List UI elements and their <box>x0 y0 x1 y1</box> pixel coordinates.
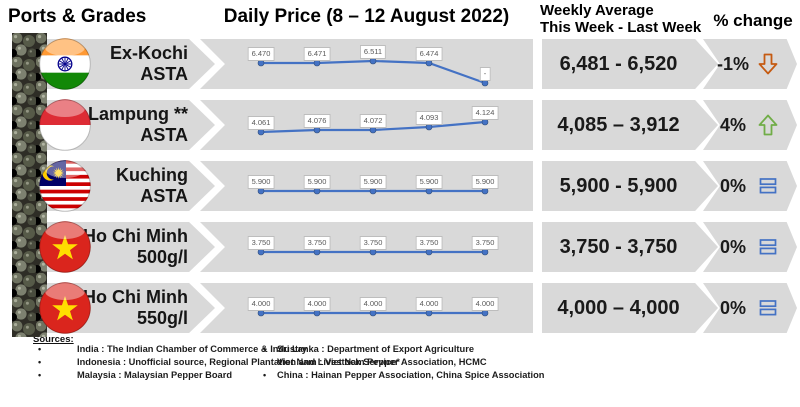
ports-grades-header: Ports & Grades <box>8 6 147 27</box>
daily-price-label: 4.076 <box>303 114 331 128</box>
trend-icon <box>757 114 779 136</box>
equal-icon <box>759 178 777 194</box>
daily-price-sparkline: 4.061 4.076 4.072 4.093 4.124 <box>200 100 533 150</box>
trend-icon <box>757 236 779 258</box>
weekly-average-band <box>542 100 718 150</box>
port-grade-label: Ho Chi Minh 500g/l <box>60 222 188 272</box>
daily-price-sparkline: 6.470 6.471 6.511 6.474 - <box>200 39 533 89</box>
malaysia-flag-icon <box>39 160 91 212</box>
daily-price-header: Daily Price (8 – 12 August 2022) <box>223 6 510 27</box>
trend-icon <box>757 175 779 197</box>
port-grade: ASTA <box>140 186 188 206</box>
source-item: Indonesia : Unofficial source, Regional … <box>77 357 400 367</box>
daily-price-sparkline: 5.900 5.900 5.900 5.900 5.900 <box>200 161 533 211</box>
daily-price-label: 4.000 <box>415 297 443 311</box>
india-flag-icon <box>39 38 91 90</box>
port-grade-label: Ho Chi Minh 550g/l <box>60 283 188 333</box>
pct-change-value: 0% <box>719 236 746 257</box>
source-bullet: • <box>263 344 267 354</box>
daily-price-label: 3.750 <box>415 236 443 250</box>
daily-price-label: 4.000 <box>359 297 387 311</box>
port-grade: ASTA <box>140 64 188 84</box>
trend-icon <box>757 53 779 75</box>
pct-change-value: -1% <box>716 53 749 74</box>
daily-price-label: 4.093 <box>415 111 443 125</box>
trend-icon <box>757 297 779 319</box>
port-name: Ho Chi Minh <box>83 287 188 307</box>
source-item: Malaysia : Malaysian Pepper Board <box>77 370 233 380</box>
vietnam-flag-icon <box>39 221 91 273</box>
daily-price-label: 6.470 <box>247 47 275 61</box>
source-bullet: • <box>38 370 42 380</box>
daily-price-label: 4.124 <box>471 106 499 120</box>
weekly-average-header-line1: Weekly Average <box>540 2 654 19</box>
port-grade-label: Lampung ** ASTA <box>60 100 188 150</box>
daily-price-label: 3.750 <box>471 236 499 250</box>
daily-price-label: 5.900 <box>415 175 443 189</box>
port-grade: 500g/l <box>136 247 188 267</box>
port-name: Ho Chi Minh <box>83 226 188 246</box>
pct-change-value: 0% <box>719 297 746 318</box>
daily-price-label: 6.471 <box>303 47 331 61</box>
daily-price-label: 4.072 <box>359 114 387 128</box>
daily-price-label: 6.511 <box>359 45 387 59</box>
port-grade: ASTA <box>140 125 188 145</box>
price-row: Ho Chi Minh 550g/l 4.000 4.000 4.000 4.000 4… <box>0 282 800 334</box>
weekly-average-band <box>542 222 718 272</box>
daily-price-label: 6.474 <box>415 47 443 61</box>
daily-price-label: 5.900 <box>303 175 331 189</box>
pct-change-value: 0% <box>719 175 746 196</box>
price-row: Ex-Kochi ASTA 6.470 6.471 6.511 6.474 - 6,48… <box>0 38 800 90</box>
weekly-average-header: Weekly Average This Week - Last Week <box>540 2 701 36</box>
port-name: Kuching <box>116 165 188 185</box>
pct-change-header: % change <box>713 11 793 30</box>
weekly-average-value: 6,481 - 6,520 <box>559 52 678 75</box>
equal-icon <box>759 239 777 255</box>
price-row: Lampung ** ASTA 4.061 4.076 4.072 4.093 4.12… <box>0 99 800 151</box>
sources-title: Sources: <box>33 334 74 345</box>
port-name: Ex-Kochi <box>109 43 188 63</box>
daily-price-label: 3.750 <box>359 236 387 250</box>
source-item: Sri Lanka : Department of Export Agricul… <box>277 344 474 354</box>
source-item: China : Hainan Pepper Association, China… <box>277 370 545 380</box>
weekly-average-value: 5,900 - 5,900 <box>559 174 678 197</box>
port-grade-label: Ex-Kochi ASTA <box>60 39 188 89</box>
daily-price-label: 3.750 <box>303 236 331 250</box>
daily-price-label: - <box>479 67 491 81</box>
daily-price-label: 4.061 <box>247 116 275 130</box>
port-grade-label: Kuching ASTA <box>60 161 188 211</box>
vietnam-flag-icon <box>39 282 91 334</box>
weekly-average-value: 4,085 – 3,912 <box>557 113 680 136</box>
price-row: Kuching ASTA 5.900 5.900 5.900 5.900 5.900 5… <box>0 160 800 212</box>
weekly-average-band <box>542 283 718 333</box>
daily-price-sparkline: 4.000 4.000 4.000 4.000 4.000 <box>200 283 533 333</box>
daily-price-label: 4.000 <box>247 297 275 311</box>
indonesia-flag-icon <box>39 99 91 151</box>
daily-price-sparkline: 3.750 3.750 3.750 3.750 3.750 <box>200 222 533 272</box>
daily-price-label: 5.900 <box>247 175 275 189</box>
daily-price-label: 3.750 <box>247 236 275 250</box>
daily-price-label: 4.000 <box>471 297 499 311</box>
daily-price-label: 4.000 <box>303 297 331 311</box>
pct-change-value: 4% <box>719 114 746 135</box>
price-row: Ho Chi Minh 500g/l 3.750 3.750 3.750 3.750 3… <box>0 221 800 273</box>
source-bullet: • <box>38 344 42 354</box>
weekly-average-value: 4,000 – 4,000 <box>557 296 680 319</box>
weekly-average-band <box>542 161 718 211</box>
port-name: Lampung ** <box>87 104 188 124</box>
source-item: India : The Indian Chamber of Commerce &… <box>77 344 307 354</box>
source-bullet: • <box>38 357 42 367</box>
down-arrow-icon <box>758 53 778 75</box>
daily-price-label: 5.900 <box>359 175 387 189</box>
weekly-average-band <box>542 39 718 89</box>
up-arrow-icon <box>758 114 778 136</box>
source-item: Viet Nam : Viet Nam Pepper Association, … <box>277 357 487 367</box>
equal-icon <box>759 300 777 316</box>
weekly-average-header-line2: This Week - Last Week <box>540 19 702 36</box>
port-grade: 550g/l <box>136 308 188 328</box>
daily-price-label: 5.900 <box>471 175 499 189</box>
weekly-average-value: 3,750 - 3,750 <box>559 235 678 258</box>
source-bullet: • <box>263 370 267 380</box>
